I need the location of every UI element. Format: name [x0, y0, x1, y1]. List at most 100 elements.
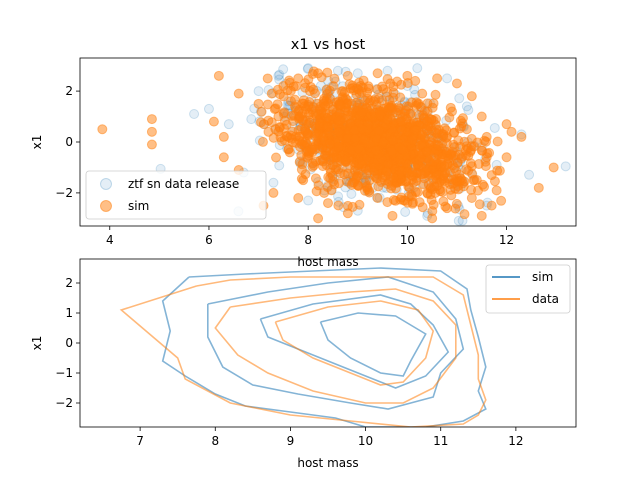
- scatter-x-tick-label: 8: [304, 233, 312, 247]
- contour-x-tick-label: 9: [287, 434, 295, 448]
- contour-y-tick-label: 1: [65, 306, 73, 320]
- sim-point: [326, 185, 337, 196]
- sim-point: [218, 152, 229, 163]
- sim-point: [258, 119, 269, 130]
- sim-point: [374, 125, 385, 136]
- sim-point: [297, 159, 308, 170]
- legend-marker-data-release: [100, 178, 112, 190]
- sim-point: [146, 114, 157, 125]
- sim-point: [318, 131, 329, 142]
- sim-point: [378, 136, 389, 147]
- sim-point: [335, 100, 346, 111]
- scatter-x-tick-label: 4: [106, 233, 114, 247]
- sim-point: [390, 183, 401, 194]
- sim-point: [213, 70, 224, 81]
- data-release-point: [303, 195, 314, 206]
- sim-point: [333, 200, 344, 211]
- sim-contour-2: [259, 294, 450, 389]
- sim-point: [301, 146, 312, 157]
- data-release-point: [346, 188, 357, 199]
- sim-contour-0: [161, 267, 487, 427]
- scatter-legend: ztf sn data release sim: [85, 170, 267, 220]
- data-release-point: [454, 93, 465, 104]
- sim-point: [501, 119, 512, 130]
- sim-point: [430, 89, 441, 100]
- scatter-plot-area: [97, 63, 571, 226]
- sim-point: [253, 98, 264, 109]
- sim-point: [516, 131, 527, 142]
- sim-point: [476, 111, 487, 122]
- sim-point: [417, 88, 428, 99]
- sim-point: [474, 199, 485, 210]
- sim-point: [268, 187, 279, 198]
- sim-point: [380, 170, 391, 181]
- sim-point: [433, 140, 444, 151]
- data-release-point: [453, 215, 464, 226]
- sim-point: [496, 195, 507, 206]
- sim-point: [387, 210, 398, 221]
- legend-label-sim-contour: sim: [532, 270, 553, 284]
- sim-point: [347, 82, 358, 93]
- sim-point: [467, 168, 478, 179]
- sim-point: [351, 98, 362, 109]
- sim-point: [333, 178, 344, 189]
- data-release-point: [382, 65, 393, 76]
- sim-point: [333, 115, 344, 126]
- legend-marker-sim: [100, 200, 112, 212]
- sim-point: [459, 209, 470, 220]
- data-release-point: [203, 103, 214, 114]
- sim-contour-3: [319, 312, 427, 377]
- sim-point: [357, 124, 368, 135]
- sim-point: [548, 162, 559, 173]
- sim-point: [481, 152, 492, 163]
- sim-point: [361, 182, 372, 193]
- sim-point: [417, 129, 428, 140]
- sim-point: [263, 126, 274, 137]
- scatter-x-axis-label: host mass: [297, 255, 358, 269]
- sim-point: [374, 109, 385, 120]
- sim-point: [447, 106, 457, 117]
- sim-point: [407, 134, 418, 145]
- data-release-point: [274, 69, 285, 80]
- contour-y-tick-label: −1: [55, 366, 73, 380]
- sim-point: [273, 111, 284, 122]
- sim-point: [339, 169, 350, 180]
- sim-point: [486, 170, 497, 181]
- sim-point: [350, 133, 361, 144]
- sim-point: [397, 144, 408, 155]
- contour-y-tick-label: 2: [65, 276, 73, 290]
- sim-point: [391, 107, 402, 118]
- data-release-point: [253, 86, 264, 97]
- contour-x-axis-label: host mass: [297, 456, 358, 470]
- sim-point: [333, 126, 344, 137]
- sim-point: [321, 84, 332, 95]
- contour-y-tick-label: 0: [65, 336, 73, 350]
- sim-point: [454, 149, 465, 160]
- scatter-y-axis-label: x1: [30, 135, 44, 150]
- scatter-y-tick-label: 2: [65, 84, 73, 98]
- data-contour-0: [119, 276, 487, 427]
- scatter-x-tick-label: 6: [205, 233, 213, 247]
- sim-point: [330, 146, 341, 157]
- sim-point: [353, 143, 364, 154]
- sim-point: [270, 103, 281, 114]
- contour-y-tick-label: −2: [55, 396, 73, 410]
- sim-point: [481, 131, 492, 142]
- data-release-point: [223, 119, 234, 130]
- sim-point: [385, 78, 396, 89]
- sim-point: [257, 136, 268, 147]
- data-release-point: [246, 114, 257, 125]
- chart-title: x1 vs host: [291, 37, 366, 53]
- sim-point: [340, 154, 351, 165]
- data-contour-1: [214, 288, 457, 404]
- sim-point: [491, 185, 502, 196]
- sim-point: [402, 70, 413, 81]
- sim-point: [293, 73, 304, 84]
- sim-point: [466, 193, 477, 203]
- sim-point: [466, 133, 477, 144]
- sim-point: [310, 144, 321, 155]
- sim-point: [273, 126, 284, 137]
- sim-point: [347, 177, 358, 188]
- sim-point: [97, 124, 108, 135]
